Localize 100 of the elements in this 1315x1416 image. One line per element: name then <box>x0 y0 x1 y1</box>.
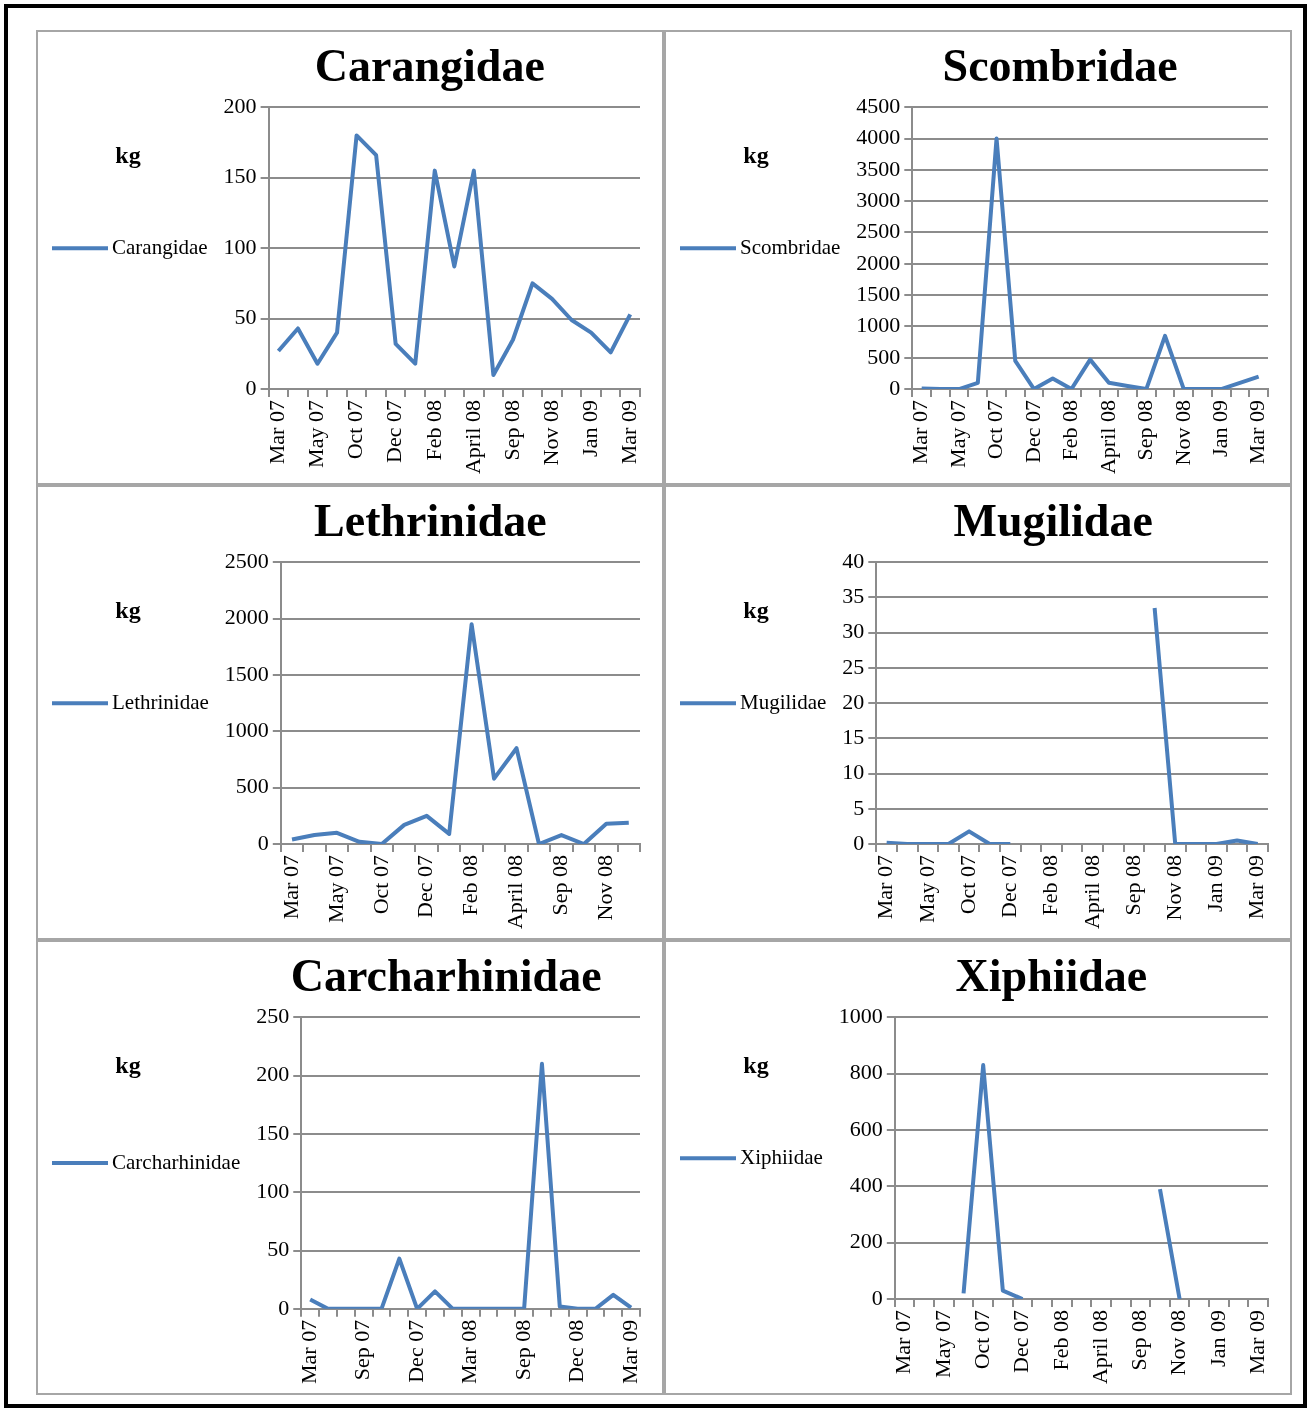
y-tick-label: 2500 <box>856 218 901 244</box>
x-tick-label: Sep 08 <box>498 400 524 461</box>
x-tick-label: Mar 09 <box>616 1319 642 1384</box>
x-tick-label: Sep 07 <box>349 1319 375 1381</box>
x-tick-label: Mar 07 <box>890 1310 916 1375</box>
y-tick-label: 200 <box>256 1061 290 1087</box>
y-axis-title: kg <box>115 597 141 624</box>
x-tick-label: April 08 <box>459 400 485 475</box>
x-tick-label: Feb 08 <box>420 400 446 461</box>
x-tick-label: Feb 08 <box>1057 400 1083 461</box>
y-tick-label: 1000 <box>856 312 901 338</box>
y-tick-label: 40 <box>842 547 865 573</box>
x-tick-label: Oct 07 <box>342 400 368 460</box>
y-tick-label: 1000 <box>224 717 269 743</box>
y-tick-label: 150 <box>256 1119 290 1145</box>
legend-label: Carcharhinidae <box>112 1149 241 1174</box>
x-tick-label: Sep 08 <box>1119 855 1145 916</box>
legend-label: Carangidae <box>112 234 208 259</box>
x-tick-label: Dec 07 <box>1019 400 1045 463</box>
x-tick-label: Nov 08 <box>592 855 618 921</box>
x-tick-label: Sep 08 <box>1132 400 1158 461</box>
x-tick-label: Jan 09 <box>576 400 602 457</box>
x-tick-label: Dec 08 <box>563 1319 589 1383</box>
y-tick-label: 30 <box>842 618 865 644</box>
y-tick-label: 50 <box>267 1236 290 1262</box>
y-tick-label: 0 <box>278 1294 290 1320</box>
x-tick-label: Dec 07 <box>381 400 407 463</box>
y-tick-label: 0 <box>871 1284 883 1310</box>
x-tick-label: April 08 <box>1078 855 1104 930</box>
x-tick-label: Jan 09 <box>1204 1310 1230 1367</box>
chart-title: Carangidae <box>314 40 545 92</box>
x-tick-label: Mar 09 <box>1243 855 1269 920</box>
y-tick-label: 500 <box>235 773 269 799</box>
x-tick-label: Sep 08 <box>1126 1310 1152 1371</box>
x-tick-label: Nov 08 <box>537 400 563 466</box>
y-tick-label: 5 <box>853 794 865 820</box>
y-tick-label: 20 <box>842 688 865 714</box>
x-tick-label: Nov 08 <box>1165 1310 1191 1376</box>
y-tick-label: 3500 <box>856 155 901 181</box>
chart-title: Scombridae <box>942 40 1178 92</box>
y-tick-label: 500 <box>867 343 901 369</box>
x-tick-label: April 08 <box>1086 1310 1112 1385</box>
x-tick-label: Feb 08 <box>1037 855 1063 916</box>
x-tick-label: Mar 07 <box>907 400 933 465</box>
x-tick-label: Mar 07 <box>872 855 898 920</box>
chart-title: Lethrinidae <box>314 495 547 547</box>
chart-title: Xiphiidae <box>955 950 1148 1002</box>
chart-title: Mugilidae <box>953 495 1153 547</box>
x-tick-label: April 08 <box>502 855 528 930</box>
y-tick-label: 15 <box>842 724 865 750</box>
y-tick-label: 100 <box>223 233 257 259</box>
x-tick-label: Mar 09 <box>1244 400 1270 465</box>
y-tick-label: 0 <box>853 829 865 855</box>
x-tick-label: Oct 07 <box>968 1310 994 1370</box>
y-tick-label: 2000 <box>224 604 269 630</box>
y-tick-label: 25 <box>842 653 865 679</box>
x-tick-label: Nov 08 <box>1169 400 1195 466</box>
x-tick-label: Mar 09 <box>1243 1310 1269 1375</box>
x-tick-label: Oct 07 <box>954 855 980 915</box>
y-tick-label: 200 <box>849 1228 883 1254</box>
y-axis-title: kg <box>743 142 769 169</box>
x-tick-label: Jan 09 <box>1206 400 1232 457</box>
x-tick-label: Nov 08 <box>1161 855 1187 921</box>
y-tick-label: 100 <box>256 1177 290 1203</box>
x-tick-label: Mar 07 <box>264 400 290 465</box>
x-tick-label: Feb 08 <box>457 855 483 916</box>
x-tick-label: May 07 <box>913 855 939 923</box>
x-tick-label: Oct 07 <box>982 400 1008 460</box>
x-tick-label: Feb 08 <box>1047 1310 1073 1371</box>
y-tick-label: 400 <box>849 1172 883 1198</box>
y-tick-label: 800 <box>849 1059 883 1085</box>
x-tick-label: Dec 07 <box>402 1319 428 1383</box>
y-tick-label: 0 <box>245 374 257 400</box>
y-tick-label: 200 <box>223 92 257 118</box>
y-tick-label: 1500 <box>224 660 269 686</box>
chart-title: Carcharhinidae <box>290 950 602 1002</box>
y-axis-title: kg <box>743 597 769 624</box>
x-tick-label: Oct 07 <box>367 855 393 915</box>
y-tick-label: 600 <box>849 1115 883 1141</box>
legend-label: Lethrinidae <box>112 689 209 714</box>
x-tick-label: May 07 <box>303 400 329 468</box>
x-tick-label: Sep 08 <box>509 1319 535 1381</box>
y-tick-label: 0 <box>889 374 901 400</box>
y-tick-label: 2500 <box>224 547 269 573</box>
x-tick-label: May 07 <box>322 855 348 923</box>
y-tick-label: 50 <box>234 304 257 330</box>
y-tick-label: 150 <box>223 163 257 189</box>
x-tick-label: April 08 <box>1094 400 1120 475</box>
y-tick-label: 250 <box>256 1002 290 1028</box>
x-tick-label: Sep 08 <box>547 855 573 916</box>
y-tick-label: 3000 <box>856 186 901 212</box>
x-tick-label: May 07 <box>929 1310 955 1378</box>
y-tick-label: 10 <box>842 759 865 785</box>
x-tick-label: Mar 07 <box>277 855 303 920</box>
x-tick-label: May 07 <box>944 400 970 468</box>
legend-label: Mugilidae <box>740 689 827 714</box>
x-tick-label: Jan 09 <box>1202 855 1228 912</box>
x-tick-label: Dec 07 <box>996 855 1022 918</box>
y-tick-label: 35 <box>842 583 865 609</box>
y-tick-label: 1500 <box>856 280 901 306</box>
